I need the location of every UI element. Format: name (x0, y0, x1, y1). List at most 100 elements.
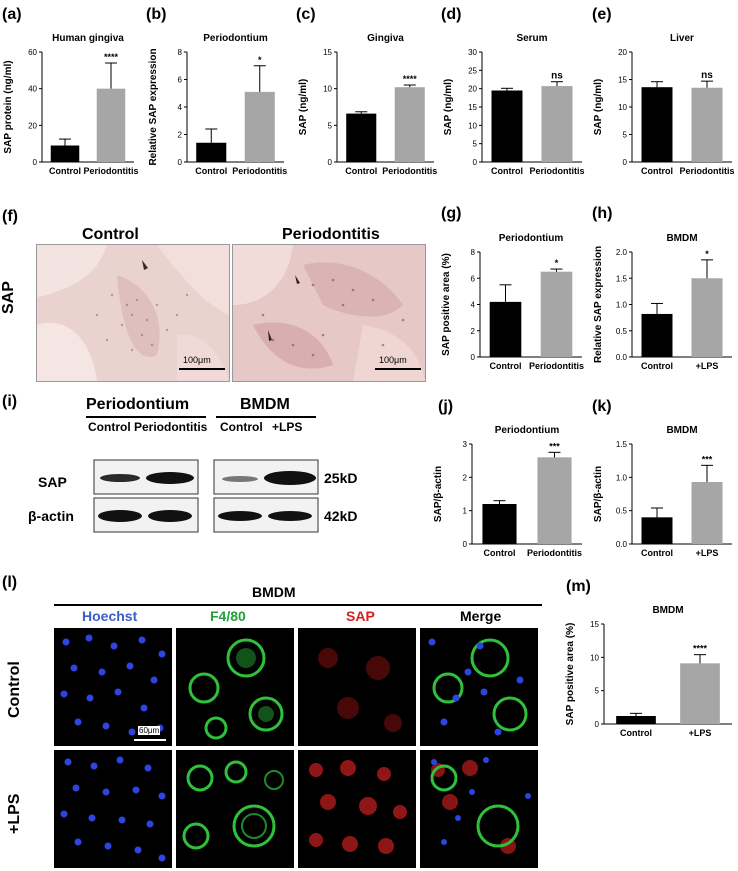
western-lane-label: Periodontitis (134, 420, 208, 434)
bar (50, 145, 80, 162)
if-image-control-merge (420, 628, 538, 746)
y-tick-label: 40 (28, 85, 37, 94)
y-tick-label: 10 (590, 653, 599, 662)
panel-label-c: (c) (296, 6, 316, 23)
category-label: Control (195, 166, 227, 176)
y-tick-label: 0 (463, 540, 468, 549)
y-tick-label: 5 (473, 140, 478, 149)
western-size-actin: 42kD (324, 508, 358, 524)
significance-label: * (555, 258, 559, 268)
y-axis-label: SAP (ng/ml) (443, 79, 454, 135)
y-tick-label: 30 (468, 48, 477, 57)
y-tick-label: 15 (468, 103, 477, 112)
y-tick-label: 0.0 (616, 353, 628, 362)
western-blot-bmdm (213, 459, 319, 533)
bar-chart-human-gingiva: Human gingiva SAP protein (ng/ml) 0 20 40 60 C… (3, 33, 139, 176)
y-tick-label: 0 (473, 158, 478, 167)
y-tick-label: 8 (471, 248, 476, 257)
category-label: Periodontitis (382, 166, 437, 176)
category-label: +LPS (696, 548, 719, 558)
bar (541, 86, 573, 162)
histology-image-control: 100μm (36, 244, 230, 382)
histology-image-periodontitis: 100μm (232, 244, 426, 382)
histology-row-label: SAP (0, 281, 17, 314)
category-label: Control (641, 166, 673, 176)
western-lane-label: Control (220, 420, 263, 434)
panel-label-j: (j) (438, 398, 454, 415)
chart-title: Serum (516, 33, 547, 44)
chart-title: Gingiva (367, 33, 404, 44)
bar (96, 88, 126, 162)
category-label: Control (641, 361, 673, 371)
y-tick-label: 2 (471, 327, 476, 336)
category-label: +LPS (696, 361, 719, 371)
if-image-lps-hoechst (54, 750, 172, 868)
y-axis-label: Relative SAP expression (148, 48, 159, 165)
y-tick-label: 6 (471, 274, 476, 283)
bar (537, 457, 572, 544)
y-tick-label: 10 (468, 121, 477, 130)
if-channel-merge: Merge (460, 608, 502, 624)
y-tick-label: 20 (468, 85, 477, 94)
significance-label: **** (403, 74, 418, 84)
y-axis-label: SAP positive area (%) (565, 623, 576, 726)
significance-label: ns (701, 70, 713, 81)
western-row-label-actin: β-actin (28, 508, 74, 524)
bar-chart-bmdm-western: BMDM SAP/β-actin 0.0 0.5 1.0 1.5 Control +LPS **… (593, 425, 732, 558)
if-title-line (54, 604, 542, 606)
histology-control-title: Control (82, 226, 139, 243)
y-tick-label: 1 (463, 507, 468, 516)
y-tick-label: 1.0 (616, 473, 628, 482)
y-tick-label: 0.0 (616, 540, 628, 549)
panel-label-i: (i) (2, 393, 18, 410)
y-tick-label: 25 (468, 66, 477, 75)
category-label: Periodontitis (527, 548, 582, 558)
category-label: Periodontitis (232, 166, 287, 176)
y-tick-label: 5 (328, 121, 333, 130)
y-tick-label: 8 (178, 48, 183, 57)
western-size-sap: 25kD (324, 470, 358, 486)
y-tick-label: 3 (463, 440, 468, 449)
western-group-bmdm: BMDM (240, 396, 290, 413)
bar-chart-serum: Serum SAP (ng/ml) 0 5 10 15 20 25 30 Control Perio… (443, 33, 585, 176)
y-tick-label: 4 (178, 103, 183, 112)
category-label: Periodontitis (529, 166, 584, 176)
chart-title: BMDM (652, 605, 683, 616)
y-tick-label: 5 (623, 131, 628, 140)
bar (394, 87, 425, 162)
category-label: Control (641, 548, 673, 558)
category-label: Control (484, 548, 516, 558)
bar (491, 90, 523, 162)
western-lane-label: +LPS (272, 420, 303, 434)
y-tick-label: 6 (178, 76, 183, 85)
if-scale-bar: 60μm (138, 726, 161, 735)
y-axis-label: SAP (ng/ml) (593, 79, 604, 135)
category-label: Control (491, 166, 523, 176)
category-label: Periodontitis (529, 361, 584, 371)
western-row-label-sap: SAP (38, 474, 67, 490)
y-tick-label: 15 (590, 620, 599, 629)
chart-title: BMDM (666, 233, 697, 244)
western-lane-label: Control (88, 420, 131, 434)
y-tick-label: 0 (328, 158, 333, 167)
y-axis-label: SAP protein (ng/ml) (3, 60, 14, 153)
if-image-lps-merge (420, 750, 538, 868)
western-group-periodontium-line (86, 416, 206, 418)
panel-label-b: (b) (146, 6, 167, 23)
y-tick-label: 20 (28, 121, 37, 130)
western-group-periodontium: Periodontium (86, 396, 190, 413)
y-tick-label: 1.5 (616, 440, 628, 449)
significance-label: *** (702, 454, 713, 464)
y-tick-label: 0.5 (616, 327, 628, 336)
histology-scale-bar-periodontitis: 100μm (379, 355, 407, 365)
y-axis-label: SAP (ng/ml) (298, 79, 309, 135)
significance-label: *** (549, 441, 560, 451)
bar (244, 91, 275, 162)
histology-scale-bar-control: 100μm (183, 355, 211, 365)
bar-chart-bmdm-positive-area: BMDM SAP positive area (%) 0 5 10 15 Control +L… (565, 605, 732, 738)
chart-title: Human gingiva (52, 33, 124, 44)
panel-label-l: (l) (2, 574, 18, 591)
if-image-lps-sap (298, 750, 416, 868)
category-label: Control (345, 166, 377, 176)
significance-label: **** (693, 644, 708, 654)
